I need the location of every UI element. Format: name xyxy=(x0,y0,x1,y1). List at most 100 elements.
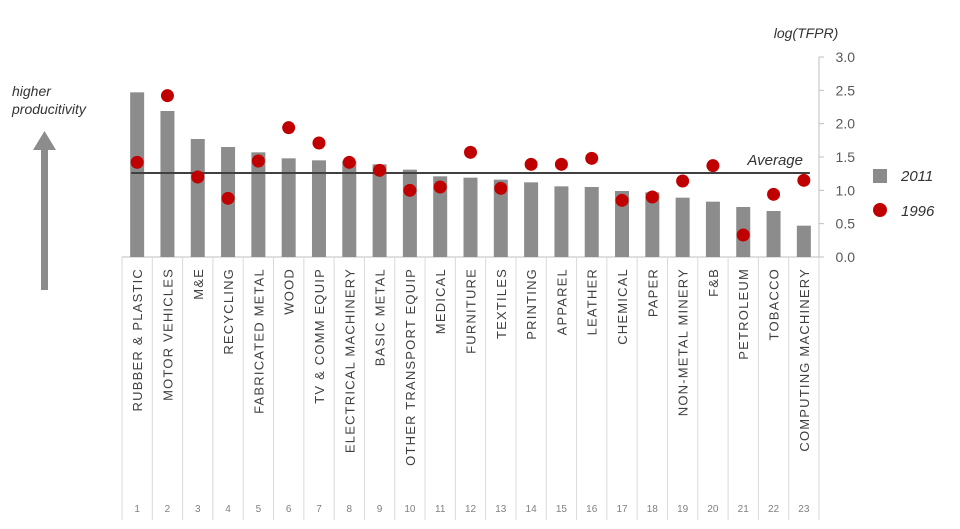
bar-series-2011 xyxy=(130,92,811,257)
bar xyxy=(645,192,660,257)
category-index: 8 xyxy=(347,504,353,515)
bar xyxy=(402,169,417,257)
category-label: NON-METAL MINERY xyxy=(676,268,691,416)
category-index: 10 xyxy=(404,504,416,515)
point xyxy=(524,157,538,171)
bar xyxy=(705,201,720,257)
legend-swatch-dot xyxy=(873,203,887,217)
category-label: TOBACCO xyxy=(767,268,782,340)
category-label: PRINTING xyxy=(524,268,539,340)
chart-axes: 0.0 0.5 1.0 1.5 2.0 2.5 3.0 log(TFPR) xyxy=(121,25,856,520)
category-label: APPAREL xyxy=(554,268,569,335)
bar xyxy=(524,182,539,257)
arrow-shaft xyxy=(41,150,48,290)
category-labels: RUBBER & PLASTIC 1 MOTOR VEHICLES 2 M&E 3 RECY… xyxy=(130,268,812,515)
average-label: Average xyxy=(746,152,803,169)
category-label: ELECTRICAL MACHINERY xyxy=(342,268,357,453)
category-index: 18 xyxy=(647,504,659,515)
category-label: OTHER TRANSPORT EQUIP xyxy=(403,268,418,466)
category-index: 7 xyxy=(316,504,322,515)
point xyxy=(767,187,781,201)
category-label: RUBBER & PLASTIC xyxy=(130,268,145,411)
category-label: M&E xyxy=(191,268,206,300)
category-index: 11 xyxy=(435,504,446,515)
bar xyxy=(766,211,781,257)
point xyxy=(554,157,568,171)
category-label: FABRICATED METAL xyxy=(251,268,266,414)
category-index: 16 xyxy=(586,504,598,515)
bar xyxy=(130,92,145,257)
bar xyxy=(615,191,630,257)
point xyxy=(251,154,265,168)
category-label: LEATHER xyxy=(585,268,600,335)
category-index: 12 xyxy=(465,504,477,515)
category-label: TEXTILES xyxy=(494,268,509,339)
arrow-annotation-label: higher producitivity xyxy=(12,83,86,117)
point xyxy=(494,181,508,195)
category-label: RECYCLING xyxy=(221,268,236,355)
y-tick-label: 2.5 xyxy=(836,82,856,98)
up-arrow-icon xyxy=(33,131,56,290)
y-tick-label: 0.5 xyxy=(836,216,856,232)
bar xyxy=(554,186,569,257)
bar xyxy=(281,158,296,257)
y-tick-label: 1.0 xyxy=(836,182,856,198)
y-tick-label: 3.0 xyxy=(836,49,856,65)
category-index: 9 xyxy=(377,504,383,515)
point xyxy=(282,121,296,135)
category-label: CHEMICAL xyxy=(615,268,630,345)
point xyxy=(130,155,144,169)
legend-label-bar: 2011 xyxy=(900,168,933,185)
bar xyxy=(342,161,357,257)
dot-series-1996 xyxy=(130,89,811,242)
category-index: 14 xyxy=(526,504,538,515)
point xyxy=(403,183,417,197)
bar xyxy=(190,139,205,257)
point xyxy=(797,173,811,187)
category-index: 4 xyxy=(225,504,231,515)
category-label: FURNITURE xyxy=(464,268,479,354)
y-tick-label: 1.5 xyxy=(836,149,856,165)
legend-swatch-bar xyxy=(873,169,887,183)
arrow-head xyxy=(33,131,56,150)
y-axis-title: log(TFPR) xyxy=(774,25,839,41)
category-label: PETROLEUM xyxy=(736,268,751,360)
point xyxy=(615,193,629,207)
category-index: 20 xyxy=(707,504,719,515)
bar xyxy=(584,187,599,257)
point xyxy=(160,89,174,103)
point xyxy=(312,136,326,150)
category-index: 6 xyxy=(286,504,292,515)
bar xyxy=(251,152,266,257)
point xyxy=(342,155,356,169)
point xyxy=(191,170,205,184)
category-label: MOTOR VEHICLES xyxy=(160,268,175,401)
bar xyxy=(160,111,175,257)
point xyxy=(373,163,387,177)
category-index: 1 xyxy=(134,504,140,515)
category-index: 21 xyxy=(738,504,750,515)
category-index: 19 xyxy=(677,504,689,515)
legend-label-dot: 1996 xyxy=(901,203,935,220)
point xyxy=(433,180,447,194)
category-label: BASIC METAL xyxy=(373,268,388,366)
bar xyxy=(463,177,478,257)
category-index: 2 xyxy=(165,504,171,515)
point xyxy=(585,151,599,165)
point xyxy=(676,174,690,188)
category-label: F&B xyxy=(706,268,721,297)
category-index: 23 xyxy=(798,504,810,515)
point xyxy=(706,159,720,173)
category-label: MEDICAL xyxy=(433,268,448,334)
bar xyxy=(433,176,448,257)
category-index: 3 xyxy=(195,504,201,515)
category-label: WOOD xyxy=(282,268,297,315)
bar xyxy=(493,179,508,257)
point xyxy=(736,228,750,242)
category-label: COMPUTING MACHINERY xyxy=(797,268,812,452)
category-label: TV & COMM EQUIP xyxy=(312,268,327,404)
category-index: 5 xyxy=(256,504,262,515)
category-index: 15 xyxy=(556,504,568,515)
bar xyxy=(675,197,690,257)
